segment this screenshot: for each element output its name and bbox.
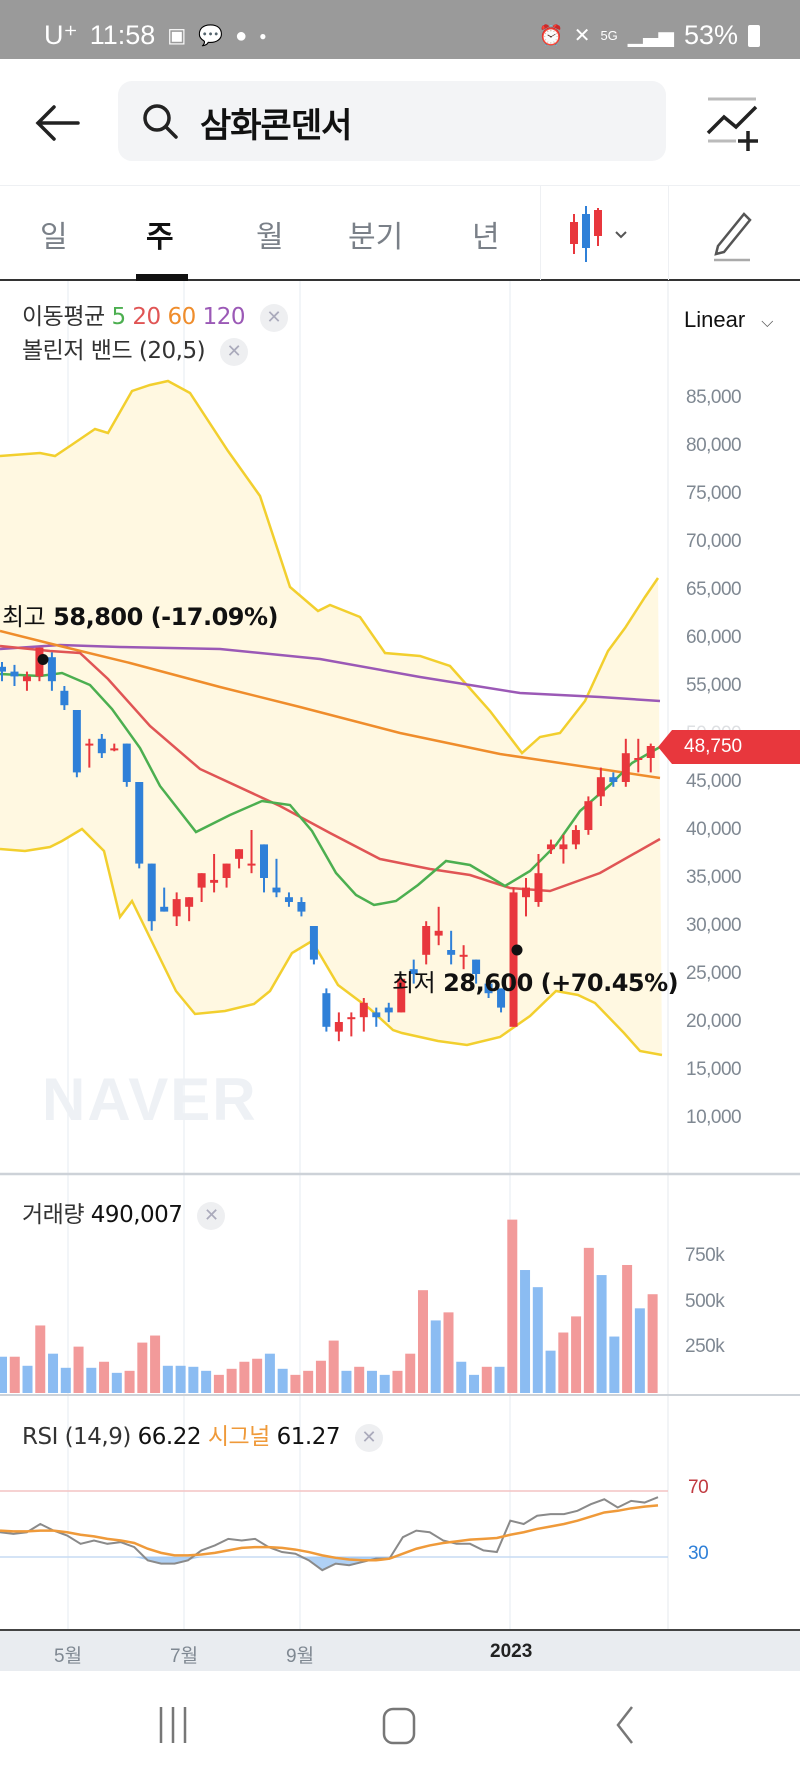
remove-rsi-button[interactable]: ✕ bbox=[354, 1423, 383, 1452]
chart-area[interactable]: 이동평균 5 20 60 120 ✕ 볼린저 밴드 (20,5) ✕ Linea… bbox=[0, 281, 800, 1671]
bb-legend-label: 볼린저 밴드 (20,5) bbox=[22, 338, 206, 364]
high-label: 최고 bbox=[2, 603, 46, 631]
remove-bb-button[interactable]: ✕ bbox=[219, 337, 248, 366]
volume-tick: 500k bbox=[685, 1291, 725, 1312]
tab-day[interactable]: 일 bbox=[40, 220, 68, 255]
chat-bubble-icon: ● bbox=[235, 24, 248, 47]
price-tick: 55,000 bbox=[686, 675, 742, 696]
home-icon[interactable] bbox=[380, 1705, 420, 1745]
header: 삼화콘덴서 bbox=[0, 59, 800, 185]
price-tick: 65,000 bbox=[686, 579, 742, 600]
volume-label: 거래량 bbox=[22, 1202, 84, 1228]
divider bbox=[540, 186, 541, 280]
current-price-tag: 48,750 bbox=[658, 730, 800, 764]
rsi-level-30: 30 bbox=[688, 1543, 709, 1564]
tab-week[interactable]: 주 bbox=[146, 220, 174, 255]
scale-dropdown[interactable]: Linear ⌵ bbox=[684, 307, 773, 333]
carrier-label: U⁺ bbox=[44, 20, 78, 50]
time-axis[interactable]: 5월 7월 9월 2023 bbox=[0, 1629, 800, 1671]
dot-icon: ● bbox=[259, 28, 267, 43]
x-label-sep: 9월 bbox=[286, 1646, 315, 1667]
price-tick: 45,000 bbox=[686, 771, 742, 792]
volume-value: 490,007 bbox=[90, 1202, 183, 1228]
search-value: 삼화콘덴서 bbox=[200, 106, 352, 146]
alarm-icon: ⏰ bbox=[538, 24, 564, 47]
low-value: 28,600 (+70.45%) bbox=[443, 969, 679, 997]
compare-chart-button[interactable] bbox=[704, 95, 760, 151]
price-tick: 70,000 bbox=[686, 531, 742, 552]
search-input[interactable]: 삼화콘덴서 bbox=[118, 81, 666, 161]
naver-watermark: NAVER bbox=[42, 1066, 258, 1133]
chart-canvas[interactable] bbox=[0, 281, 800, 1671]
x-label-2023: 2023 bbox=[490, 1641, 533, 1662]
recent-apps-icon[interactable] bbox=[155, 1703, 195, 1747]
ma5-label: 5 bbox=[111, 304, 126, 330]
back-icon[interactable] bbox=[610, 1703, 640, 1747]
price-tick: 85,000 bbox=[686, 387, 742, 408]
kakaotalk-icon: 💬 bbox=[198, 24, 224, 47]
period-tabs: 일 주 월 분기 년 bbox=[0, 185, 800, 281]
remove-ma-button[interactable]: ✕ bbox=[259, 303, 288, 332]
candlestick-icon bbox=[570, 206, 627, 262]
price-tick: 30,000 bbox=[686, 915, 742, 936]
search-icon bbox=[143, 104, 178, 139]
price-tick: 60,000 bbox=[686, 627, 742, 648]
x-label-may: 5월 bbox=[54, 1646, 83, 1667]
arrow-left-icon bbox=[35, 105, 80, 141]
divider bbox=[668, 186, 669, 280]
low-annotation: 최저 28,600 (+70.45%) bbox=[392, 963, 679, 998]
system-nav-bar bbox=[0, 1671, 800, 1778]
battery-percent: 53% bbox=[683, 20, 738, 50]
price-tick: 40,000 bbox=[686, 819, 742, 840]
drawing-tool-button[interactable] bbox=[708, 206, 756, 262]
ma-legend-label: 이동평균 bbox=[22, 304, 105, 330]
price-tick: 35,000 bbox=[686, 867, 742, 888]
price-tick: 75,000 bbox=[686, 483, 742, 504]
price-tick: 20,000 bbox=[686, 1011, 742, 1032]
battery-icon bbox=[748, 24, 760, 47]
bb-legend: 볼린저 밴드 (20,5) ✕ bbox=[22, 331, 248, 366]
price-tick: 80,000 bbox=[686, 435, 742, 456]
ma20-label: 20 bbox=[132, 304, 161, 330]
high-value: 58,800 (-17.09%) bbox=[53, 603, 278, 631]
rsi-label: RSI (14,9) bbox=[22, 1424, 131, 1450]
back-button[interactable] bbox=[30, 95, 86, 151]
pencil-icon bbox=[714, 212, 752, 262]
volume-tick: 250k bbox=[685, 1336, 725, 1357]
clock: 11:58 bbox=[89, 20, 156, 50]
active-tab-indicator bbox=[136, 274, 188, 281]
chart-add-icon bbox=[706, 97, 758, 151]
remove-volume-button[interactable]: ✕ bbox=[197, 1201, 226, 1230]
5g-icon: 5G bbox=[600, 27, 618, 43]
price-tick: 25,000 bbox=[686, 963, 742, 984]
signal-label: 시그널 bbox=[207, 1424, 270, 1450]
signal-icon: ▁▃▅ bbox=[627, 24, 674, 47]
tab-quarter[interactable]: 분기 bbox=[348, 220, 404, 255]
signal-value: 61.27 bbox=[276, 1424, 341, 1450]
rsi-level-70: 70 bbox=[688, 1477, 709, 1498]
ma60-label: 60 bbox=[167, 304, 197, 330]
chart-type-button[interactable] bbox=[566, 202, 646, 262]
ma-legend: 이동평균 5 20 60 120 ✕ bbox=[22, 297, 288, 332]
rsi-legend: RSI (14,9) 66.22 시그널 61.27 ✕ bbox=[22, 1417, 383, 1452]
x-label-jul: 7월 bbox=[170, 1646, 199, 1667]
price-tick: 10,000 bbox=[686, 1107, 742, 1128]
rsi-value: 66.22 bbox=[137, 1424, 202, 1450]
tab-month[interactable]: 월 bbox=[256, 220, 284, 255]
tab-year[interactable]: 년 bbox=[472, 220, 500, 255]
high-annotation: 최고 58,800 (-17.09%) bbox=[2, 597, 278, 632]
ma120-label: 120 bbox=[202, 304, 246, 330]
low-label: 최저 bbox=[392, 969, 436, 997]
status-bar: U⁺ 11:58 ▣ 💬 ● ● ⏰ ✕ 5G ▁▃▅ 53% bbox=[0, 0, 800, 59]
volume-legend: 거래량 490,007 ✕ bbox=[22, 1195, 226, 1230]
scale-label: Linear bbox=[684, 307, 746, 332]
price-tick: 15,000 bbox=[686, 1059, 742, 1080]
gallery-icon: ▣ bbox=[167, 24, 187, 47]
mute-icon: ✕ bbox=[573, 24, 591, 47]
volume-tick: 750k bbox=[685, 1245, 725, 1266]
chevron-down-icon: ⌵ bbox=[761, 314, 774, 331]
